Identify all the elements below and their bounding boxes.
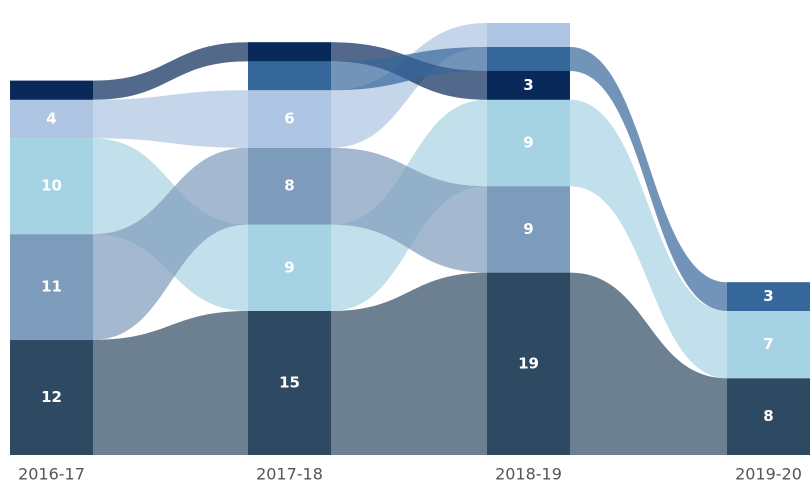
bar-segment (727, 311, 810, 379)
value-label: 7 (763, 335, 773, 353)
bar-segment (727, 282, 810, 311)
ribbon (331, 147, 487, 273)
value-label: 3 (763, 287, 773, 305)
value-label: 10 (41, 177, 62, 195)
bar-segment (487, 186, 570, 273)
value-label: 9 (284, 258, 294, 276)
bar-segment (487, 71, 570, 100)
value-label: 8 (284, 177, 294, 195)
x-tick-label: 2018-19 (495, 465, 562, 484)
x-tick-label: 2019-20 (735, 465, 802, 484)
bar-segment (248, 147, 331, 225)
value-label: 12 (41, 388, 62, 406)
value-label: 15 (279, 374, 300, 392)
ribbon (93, 42, 248, 100)
value-label: 9 (523, 134, 533, 152)
x-tick-label: 2016-17 (18, 465, 85, 484)
ribbon (570, 272, 727, 455)
bar-segment (10, 138, 93, 235)
bar-segment (248, 61, 331, 91)
bar-segment (10, 234, 93, 340)
ribbon (93, 147, 248, 340)
bar-segment (248, 224, 331, 311)
ribbon (93, 311, 248, 455)
bar-segment (487, 272, 570, 455)
ribbon (570, 99, 727, 379)
ribbon (570, 47, 727, 311)
value-label: 6 (284, 110, 294, 128)
ribbon (331, 272, 487, 455)
value-label: 9 (523, 220, 533, 238)
bar-segment (248, 42, 331, 62)
x-tick-label: 2017-18 (256, 465, 323, 484)
bar-segment (727, 378, 810, 455)
value-label: 19 (518, 354, 539, 372)
bar-segment (10, 99, 93, 139)
bar-segment (10, 80, 93, 100)
bar-segment (487, 23, 570, 47)
bar-segment (248, 90, 331, 148)
bar-segment (10, 339, 93, 455)
bar-segment (487, 47, 570, 71)
value-label: 8 (763, 407, 773, 425)
value-label: 4 (46, 110, 56, 128)
bar-segment (248, 311, 331, 455)
value-label: 11 (41, 278, 62, 296)
ribbon (331, 47, 487, 91)
value-label: 3 (523, 76, 533, 94)
ribbon (93, 90, 248, 148)
bar-segment (487, 99, 570, 187)
